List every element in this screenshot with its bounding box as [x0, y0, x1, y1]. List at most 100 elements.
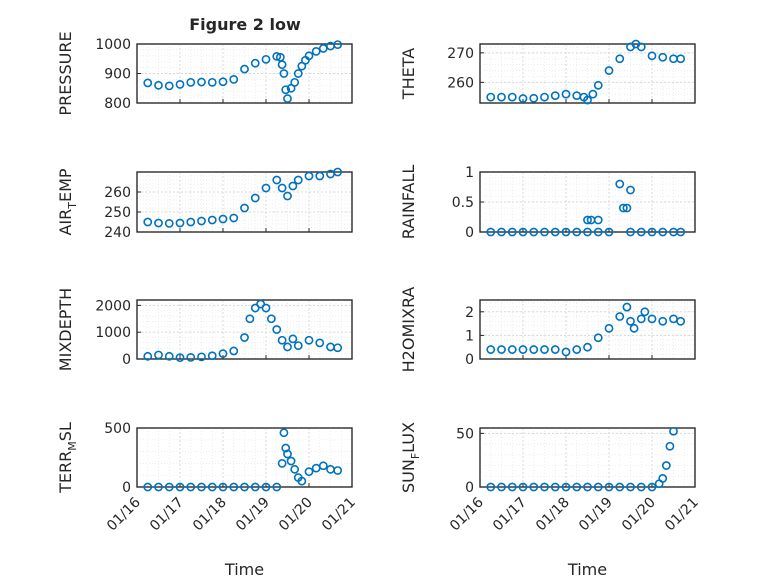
data-point	[518, 482, 528, 492]
panel-sun-flux: 0 50 SUNFLUX 01/16 01/17 01/18 01/19 01/20 01/21…	[399, 422, 702, 579]
data-point	[626, 227, 635, 237]
data-point	[615, 54, 625, 64]
data-point	[218, 349, 228, 359]
data-point	[604, 482, 614, 492]
data-point	[636, 227, 646, 237]
data-point	[281, 443, 291, 453]
data-point	[550, 482, 560, 492]
data-point	[250, 58, 260, 68]
data-point	[507, 345, 517, 354]
data-point	[277, 183, 287, 193]
data-point	[583, 227, 592, 237]
data-point	[240, 64, 249, 74]
data-point	[164, 351, 174, 361]
data-point	[240, 333, 249, 342]
axes-border	[136, 427, 353, 488]
ytick-label: 500	[104, 421, 131, 437]
data-point	[497, 92, 506, 102]
data-point	[240, 203, 249, 213]
data-point	[186, 217, 196, 227]
data-point	[304, 335, 314, 345]
data-point	[583, 95, 592, 105]
data-point	[272, 51, 282, 61]
data-point	[218, 214, 228, 224]
data-point	[486, 92, 496, 102]
data-point	[629, 323, 639, 333]
xlabel: Time	[567, 560, 607, 579]
data-point	[261, 183, 271, 193]
data-point	[593, 80, 603, 90]
data-point	[279, 428, 289, 438]
data-point	[540, 345, 549, 354]
data-point	[572, 482, 582, 492]
data-point	[561, 347, 571, 357]
panel-terr-msl: 0 500 TERRMSL 01/16 01/17 01/18 01/19 01/20 01/2…	[56, 421, 359, 579]
data-point	[529, 93, 539, 103]
data-point	[669, 426, 678, 436]
ytick-label: 900	[104, 67, 131, 83]
xtick-label: 01/16	[447, 494, 487, 534]
data-point	[218, 482, 228, 492]
data-point	[572, 345, 582, 354]
xlabel: Time	[224, 560, 264, 579]
data-point	[279, 69, 289, 78]
data-point	[550, 345, 560, 354]
data-point	[518, 94, 528, 103]
data-point	[618, 203, 628, 213]
ytick-label: 260	[447, 75, 474, 91]
ytick-label: 2	[465, 305, 474, 321]
xtick-label: 01/17	[147, 495, 187, 535]
data-point	[281, 85, 291, 95]
data-point	[250, 482, 260, 492]
data-point	[647, 314, 657, 324]
data-point	[583, 342, 592, 352]
ytick-label: 0	[465, 480, 474, 496]
data-point	[245, 314, 255, 324]
ylabel-5: H2OMIXRA	[399, 287, 418, 373]
data-point	[486, 345, 496, 354]
data-point	[250, 193, 260, 203]
ylabel-6: TERRMSL	[56, 422, 79, 494]
data-point	[286, 456, 296, 466]
data-point	[272, 482, 282, 492]
data-point	[277, 458, 287, 468]
data-point	[626, 482, 635, 492]
data-point	[615, 179, 625, 189]
data-point	[283, 191, 292, 201]
data-point	[665, 441, 675, 451]
data-point	[277, 335, 287, 345]
data-point	[615, 482, 625, 492]
data-point	[175, 482, 185, 492]
ytick-label: 0	[122, 352, 131, 368]
data-point	[497, 345, 506, 354]
data-point	[572, 227, 582, 237]
data-point	[622, 203, 632, 213]
ytick-label: 0	[465, 225, 474, 241]
data-point	[529, 345, 539, 354]
data-point	[583, 482, 592, 492]
data-point	[626, 185, 635, 195]
data-point	[304, 51, 314, 61]
data-point	[658, 316, 668, 326]
data-point	[640, 307, 650, 317]
data-point	[154, 350, 163, 360]
xtick-label: 01/21	[319, 495, 359, 535]
data-point	[518, 345, 528, 354]
data-point	[207, 215, 217, 225]
data-point	[550, 91, 560, 101]
ytick-label: 1000	[95, 325, 131, 341]
xtick-label: 01/17	[490, 495, 530, 535]
data-point	[676, 316, 686, 326]
data-point	[661, 461, 671, 470]
data-point	[550, 227, 560, 237]
ytick-label: 0.5	[452, 195, 474, 211]
data-point	[561, 227, 571, 237]
data-point	[290, 77, 300, 87]
ytick-label: 1	[465, 328, 474, 344]
ylabel-3: RAINFALL	[399, 165, 418, 240]
data-point	[186, 352, 196, 362]
data-point	[293, 341, 303, 350]
data-point	[561, 482, 571, 492]
data-point	[164, 482, 174, 492]
data-point	[197, 482, 206, 492]
